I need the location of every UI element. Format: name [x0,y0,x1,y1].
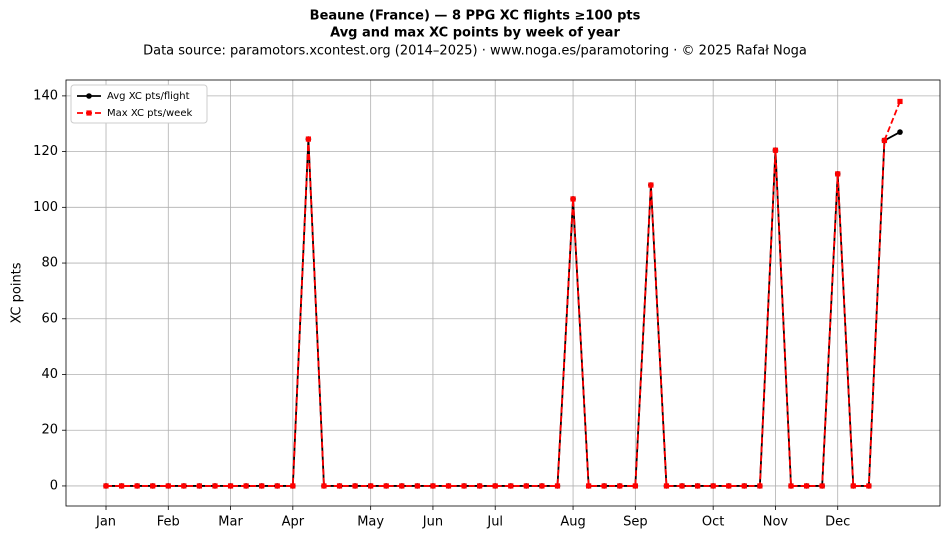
point [414,483,420,489]
point [586,483,592,489]
point [819,483,825,489]
point [290,483,296,489]
point [196,483,203,489]
point [477,483,483,489]
point [383,483,389,489]
legend-box [70,84,208,124]
x-tick-label: Jul [486,515,503,530]
point [305,136,311,142]
x-tick-label: Jun [422,515,443,530]
point [336,483,343,489]
y-tick-label: 100 [33,200,58,215]
point [165,483,171,489]
point [897,98,903,105]
y-tick-label: 140 [33,88,58,103]
point [601,483,607,489]
point [103,483,109,489]
x-tick-label: Aug [560,515,585,530]
point [663,483,670,489]
x-tick-label: Jan [95,515,116,530]
x-tick-label: Dec [825,515,850,530]
point [835,171,841,177]
point [399,483,405,489]
y-tick-label: 20 [41,423,58,438]
x-tick-label: May [357,515,384,530]
x-tick-label: Mar [218,515,243,530]
y-tick-label: 80 [41,256,58,271]
legend-label: Max XC pts/week [107,108,192,119]
point [430,483,436,489]
series-line [106,101,901,487]
point [508,483,514,489]
point [523,483,529,489]
point [259,483,265,489]
x-tick-label: Feb [157,515,180,530]
y-tick-label: 40 [41,367,58,382]
point [803,483,810,489]
x-tick-label: Apr [282,515,305,530]
chart-subtitle: Avg and max XC points by week of year [330,26,620,41]
series-line [106,131,901,487]
legend-marker [86,93,92,99]
point [866,483,872,489]
y-tick-label: 60 [41,311,58,326]
point [695,483,701,489]
point [150,483,156,489]
point [274,483,280,489]
point [368,483,374,489]
point [181,483,187,489]
point [679,483,685,489]
plot-frame [65,79,941,507]
chart-title: Beaune (France) — 8 PPG XC flights ≥100 … [310,9,641,24]
point [648,182,654,188]
point [321,483,327,489]
x-tick-label: Sep [623,515,648,530]
point [710,483,716,489]
legend-label: Avg XC pts/flight [107,91,190,102]
point [897,129,903,135]
point [617,483,623,489]
point [570,196,576,202]
point [243,483,249,489]
point [118,483,125,489]
point [134,483,140,489]
point [492,483,498,489]
point [461,483,467,489]
point [227,483,234,489]
point [881,137,888,144]
y-axis-label: XC points [10,262,25,323]
x-tick-label: Oct [702,515,724,530]
point [726,483,732,489]
chart-source: Data source: paramotors.xcontest.org (20… [143,44,807,59]
point [212,483,218,489]
point [757,483,763,489]
legend-marker [86,110,92,116]
point [632,483,638,489]
x-tick-label: Nov [763,515,789,530]
point [539,483,545,489]
y-tick-label: 0 [50,478,58,493]
point [445,483,452,489]
point [741,483,747,489]
y-tick-label: 120 [33,144,58,159]
point [352,483,358,489]
point [772,147,779,153]
point [554,483,561,489]
point [850,483,856,489]
point [788,483,794,489]
